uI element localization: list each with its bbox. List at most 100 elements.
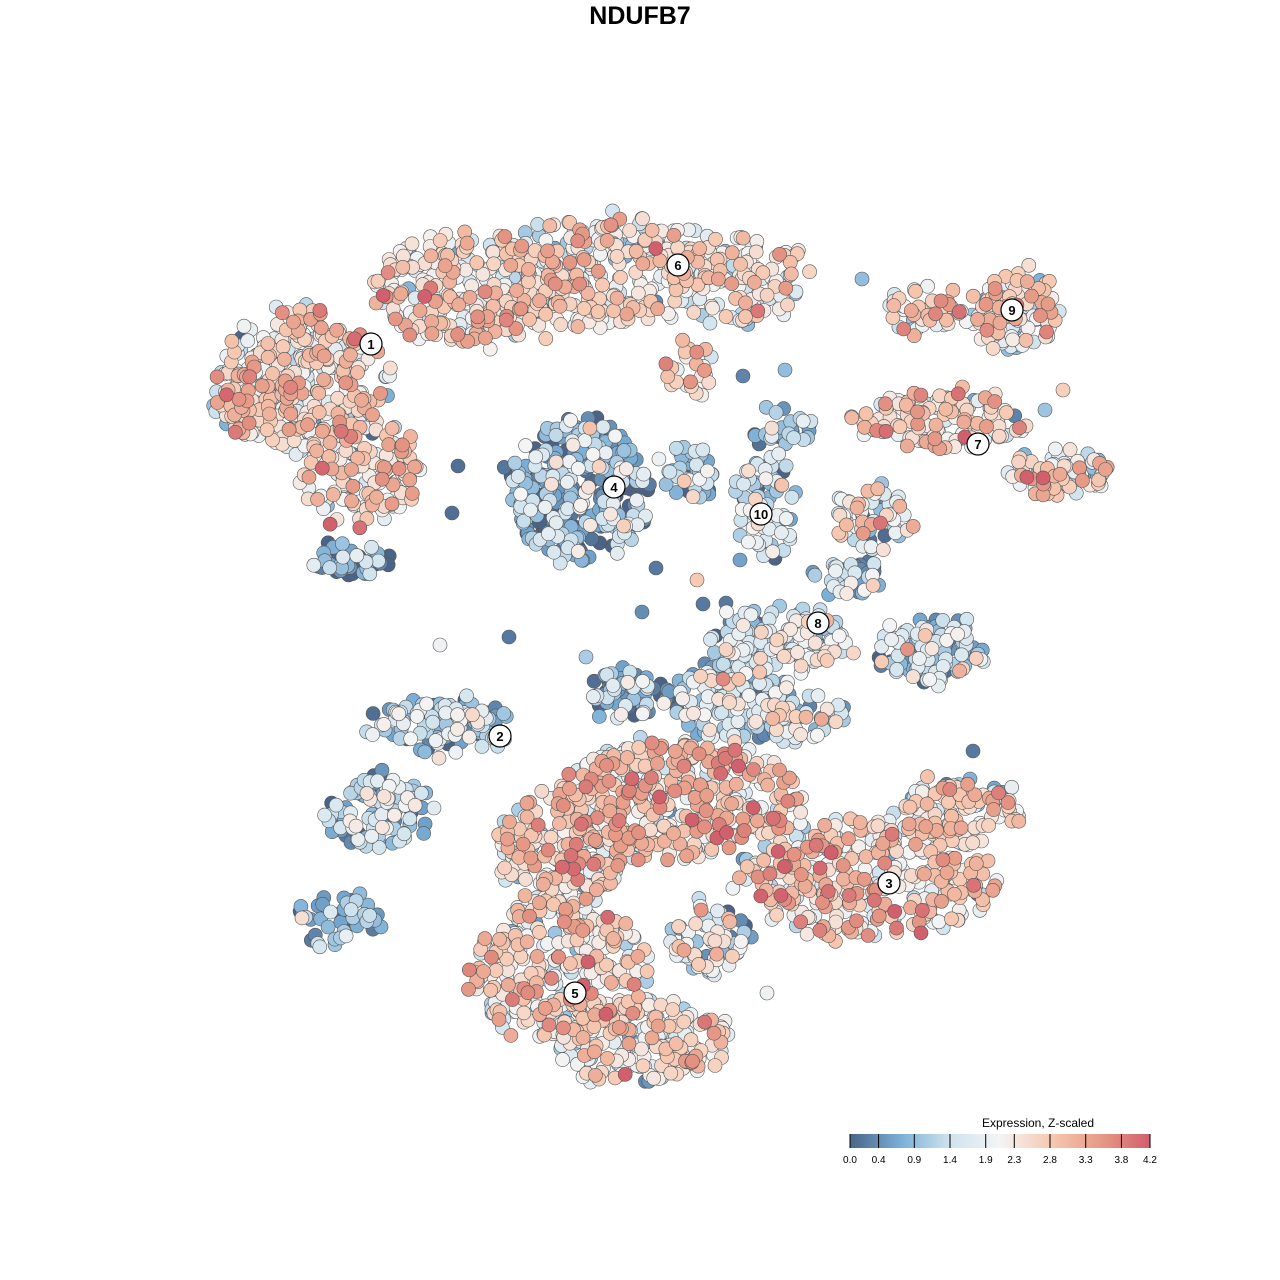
cell-point bbox=[858, 849, 874, 865]
cell-point bbox=[968, 856, 984, 871]
cell-point bbox=[544, 970, 559, 986]
cell-point bbox=[521, 262, 536, 277]
cell-point bbox=[541, 1017, 557, 1033]
cell-point bbox=[652, 789, 667, 805]
cell-point bbox=[605, 931, 621, 946]
cell-point bbox=[790, 645, 805, 660]
cell-point bbox=[384, 421, 400, 436]
cell-point bbox=[702, 722, 718, 738]
cell-point bbox=[570, 544, 586, 559]
cell-point bbox=[839, 586, 855, 601]
cell-point bbox=[575, 923, 591, 938]
cell-point bbox=[419, 696, 435, 712]
cell-point bbox=[409, 709, 425, 724]
cell-point bbox=[626, 976, 642, 992]
cell-point bbox=[600, 1051, 615, 1066]
cell-point bbox=[753, 624, 769, 640]
cell-point bbox=[616, 518, 631, 534]
cell-point bbox=[786, 847, 802, 862]
cell-point bbox=[388, 311, 403, 327]
cell-point bbox=[724, 245, 740, 260]
cell-point bbox=[605, 678, 621, 693]
cell-point bbox=[1012, 420, 1027, 436]
cell-point bbox=[902, 799, 918, 815]
cell-point bbox=[722, 914, 738, 930]
cell-point bbox=[301, 469, 317, 485]
cell-point bbox=[260, 336, 276, 351]
cell-point bbox=[590, 304, 606, 320]
cell-point bbox=[513, 486, 529, 502]
cell-point bbox=[573, 497, 589, 513]
cell-point bbox=[675, 332, 690, 348]
cell-point bbox=[552, 298, 568, 314]
cell-point bbox=[725, 880, 741, 896]
cell-point bbox=[365, 407, 380, 423]
cell-point bbox=[426, 800, 442, 816]
cell-point bbox=[365, 727, 380, 742]
cell-point bbox=[462, 290, 478, 305]
cell-point bbox=[582, 517, 598, 533]
cell-point bbox=[209, 369, 225, 385]
cell-point bbox=[702, 315, 718, 331]
cell-point bbox=[968, 650, 984, 666]
cell-point bbox=[697, 819, 712, 835]
cell-point bbox=[515, 836, 531, 852]
cell-point bbox=[496, 706, 512, 721]
cell-point bbox=[841, 831, 856, 847]
cell-point bbox=[683, 374, 698, 390]
cell-point bbox=[786, 430, 801, 446]
cluster-label-text: 3 bbox=[885, 876, 892, 891]
cell-point bbox=[722, 695, 737, 710]
cell-point bbox=[423, 248, 439, 264]
cell-point bbox=[855, 526, 871, 541]
cell-point bbox=[952, 663, 967, 679]
cell-point bbox=[603, 506, 618, 522]
cell-point bbox=[691, 746, 707, 762]
cell-point bbox=[703, 632, 718, 647]
cell-point bbox=[932, 388, 948, 404]
cell-point bbox=[650, 756, 665, 771]
cell-point bbox=[750, 303, 766, 319]
cell-point bbox=[322, 560, 338, 576]
cell-point bbox=[812, 923, 828, 938]
cell-point bbox=[477, 284, 493, 300]
cell-point bbox=[780, 793, 796, 809]
cell-point bbox=[516, 1005, 532, 1021]
cell-point bbox=[259, 422, 275, 438]
cell-point bbox=[585, 689, 601, 704]
cell-point bbox=[748, 244, 764, 260]
cell-point bbox=[335, 549, 351, 565]
cell-point bbox=[219, 387, 234, 403]
cell-point bbox=[933, 293, 949, 309]
cell-point bbox=[1062, 442, 1078, 457]
cell-point bbox=[428, 733, 444, 748]
cell-point bbox=[884, 632, 899, 647]
cell-point bbox=[540, 842, 556, 858]
cell-point bbox=[576, 252, 592, 268]
cell-point bbox=[598, 445, 614, 461]
cell-point bbox=[913, 925, 929, 941]
cell-point bbox=[352, 520, 368, 536]
cell-point bbox=[364, 828, 380, 844]
cell-point bbox=[548, 454, 564, 470]
cell-point bbox=[240, 333, 255, 349]
cell-point bbox=[668, 743, 683, 759]
cell-point bbox=[939, 865, 955, 880]
cell-point bbox=[746, 762, 761, 777]
cell-point bbox=[275, 339, 291, 355]
cell-point bbox=[344, 493, 359, 509]
cell-point bbox=[609, 545, 625, 561]
cell-point bbox=[685, 489, 701, 505]
cell-point bbox=[228, 424, 243, 440]
cell-point bbox=[629, 492, 645, 508]
cell-point bbox=[820, 884, 836, 899]
cluster-label-text: 2 bbox=[496, 729, 503, 744]
cell-point bbox=[666, 826, 681, 841]
cluster-label-text: 4 bbox=[610, 480, 618, 495]
cell-point bbox=[374, 820, 390, 835]
cluster-label-text: 5 bbox=[571, 986, 578, 1001]
cell-point bbox=[544, 476, 559, 492]
cell-point bbox=[733, 256, 748, 272]
cell-point bbox=[944, 808, 959, 824]
cell-point bbox=[491, 1012, 507, 1027]
